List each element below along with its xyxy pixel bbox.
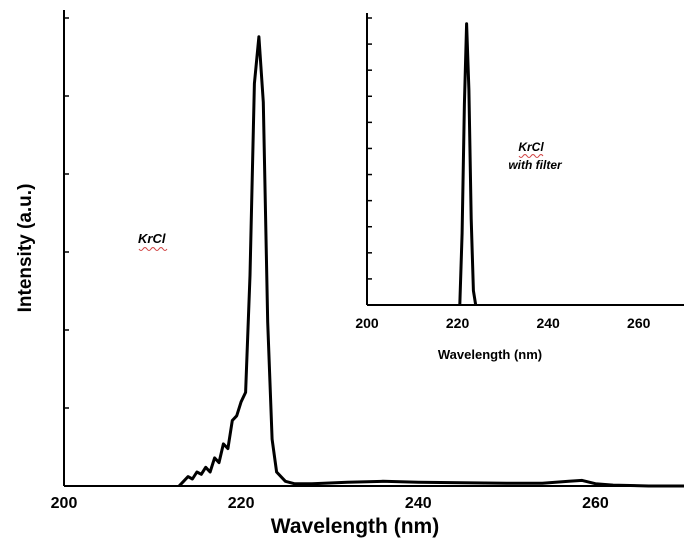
main-annotation: KrCl <box>138 231 166 246</box>
inset-spectrum-line <box>458 22 478 306</box>
inset-x-axis-title: Wavelength (nm) <box>438 347 542 362</box>
main-annotation-squiggle <box>138 247 168 251</box>
main-x-tick-label: 220 <box>228 495 255 512</box>
inset-x-tick-label: 220 <box>446 315 470 331</box>
main-x-tick-label: 260 <box>582 495 609 512</box>
inset-y-ticks <box>367 17 372 306</box>
main-x-axis-title: Wavelength (nm) <box>271 515 439 538</box>
inset-plot: 200 220 240 260 Wavelength (nm) KrCl with f… <box>355 13 684 362</box>
inset-background <box>367 13 684 305</box>
inset-annotation-squiggle <box>518 154 544 158</box>
main-y-axis-title: Intensity (a.u.) <box>15 184 36 313</box>
main-x-ticks: 200 220 240 260 <box>51 495 609 512</box>
main-x-tick-label: 240 <box>405 495 432 512</box>
inset-x-tick-label: 200 <box>355 315 379 331</box>
main-plot: 200 220 240 260 Wavelength (nm) Intensity (… <box>15 10 684 538</box>
inset-x-tick-label: 240 <box>536 315 560 331</box>
main-y-ticks <box>64 17 69 487</box>
inset-x-ticks: 200 220 240 260 <box>355 315 650 331</box>
inset-x-tick-label: 260 <box>627 315 651 331</box>
inset-annotation-line2: with filter <box>508 158 563 172</box>
main-x-tick-label: 200 <box>51 495 78 512</box>
main-spectrum-line <box>178 35 684 488</box>
inset-annotation-line1: KrCl <box>518 140 544 154</box>
